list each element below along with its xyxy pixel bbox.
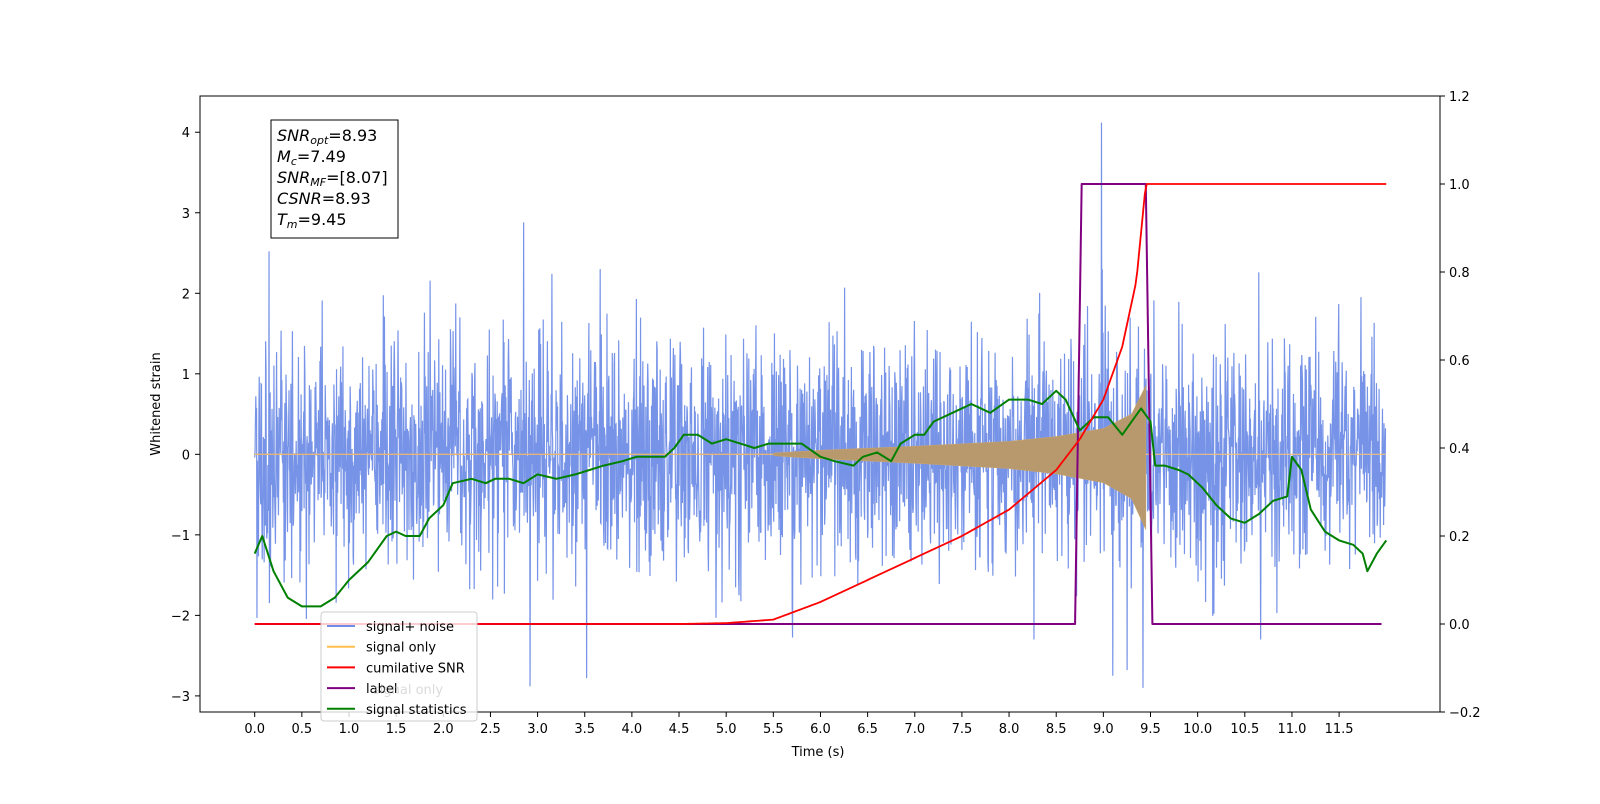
- annotation-line: Tm=9.45: [277, 210, 347, 231]
- x-tick-label: 6.0: [810, 722, 831, 737]
- y-tick-label: 1: [182, 368, 190, 383]
- y-tick-label: 4: [182, 126, 190, 141]
- legend-label: signal statistics: [366, 703, 467, 718]
- x-tick-label: 5.0: [716, 722, 737, 737]
- legend-label: cumilative SNR: [366, 661, 465, 676]
- x-tick-label: 6.5: [857, 722, 878, 737]
- legend: signal+ noise signal only cumilative SNR la…: [320, 611, 478, 722]
- x-tick-label: 9.5: [1140, 722, 1161, 737]
- x-tick-label: 0.5: [291, 722, 312, 737]
- x-tick-label: 7.5: [952, 722, 973, 737]
- y2-tick-label: 0.4: [1449, 442, 1470, 457]
- x-tick-label: 3.5: [574, 722, 595, 737]
- y2-tick-label: 0.8: [1449, 266, 1470, 281]
- legend-ghost-label: signal only: [373, 683, 443, 698]
- series-signal-statistics: [253, 389, 1388, 608]
- y-tick-label: 2: [182, 287, 190, 302]
- x-tick-label: 8.0: [999, 722, 1020, 737]
- annotation-line: Mc=7.49: [277, 147, 346, 168]
- x-tick-label: 10.5: [1230, 722, 1259, 737]
- x-tick-label: 4.0: [622, 722, 643, 737]
- series-label: [254, 183, 1382, 625]
- y2-tick-label: 0.6: [1449, 354, 1470, 369]
- y2-tick-label: 1.2: [1449, 90, 1470, 105]
- x-tick-label: 11.5: [1325, 722, 1354, 737]
- legend-items: signal+ noise signal only cumilative SNR la…: [327, 620, 467, 718]
- axis-ticks: 0.0 0.5 1.0 1.5 2.0 2.5 3.0 3.5 4.0 4.5 5.0 5.5 6.0 6…: [171, 90, 1481, 737]
- x-tick-label: 7.0: [904, 722, 925, 737]
- y2-tick-label: 1.0: [1449, 178, 1470, 193]
- y-tick-label: −3: [171, 690, 190, 705]
- y-axis-label: Whitened strain: [149, 352, 164, 455]
- x-tick-label: 2.0: [433, 722, 454, 737]
- legend-label: signal+ noise: [366, 620, 454, 635]
- y2-tick-label: −0.2: [1449, 706, 1481, 721]
- y-tick-label: −2: [171, 609, 190, 624]
- x-tick-label: 10.0: [1183, 722, 1212, 737]
- x-tick-label: 0.0: [244, 722, 265, 737]
- x-tick-label: 1.0: [339, 722, 360, 737]
- x-tick-label: 2.5: [480, 722, 501, 737]
- series-layer: [253, 122, 1388, 688]
- x-tick-label: 5.5: [763, 722, 784, 737]
- legend-label: signal only: [366, 641, 436, 656]
- y-tick-label: −1: [171, 529, 190, 544]
- y-tick-label: 3: [182, 207, 190, 222]
- annotation-line: SNRopt=8.93: [277, 126, 377, 147]
- x-tick-label: 3.0: [527, 722, 548, 737]
- x-tick-label: 4.5: [669, 722, 690, 737]
- y-tick-label: 0: [182, 448, 190, 463]
- annotation-line: CSNR=8.93: [277, 189, 371, 208]
- x-tick-label: 1.5: [386, 722, 407, 737]
- y2-tick-label: 0.2: [1449, 530, 1470, 545]
- y2-tick-label: 0.0: [1449, 618, 1470, 633]
- x-tick-label: 9.0: [1093, 722, 1114, 737]
- legend-label: label: [366, 682, 397, 697]
- x-tick-label: 11.0: [1277, 722, 1306, 737]
- x-axis-label: Time (s): [791, 745, 845, 760]
- x-tick-label: 8.5: [1046, 722, 1067, 737]
- annotation-line: SNRMF=[8.07]: [277, 168, 388, 189]
